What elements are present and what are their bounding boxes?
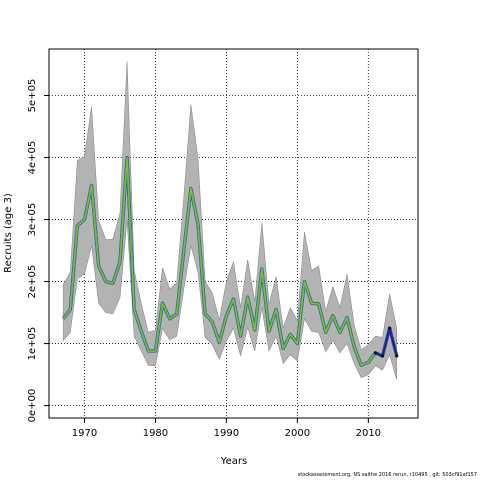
- estimate-line-4: [62, 156, 398, 366]
- terminal-point-0: [373, 351, 378, 355]
- y-tick-label-2: 2e+05: [27, 265, 38, 299]
- series-line-layer: [61, 155, 399, 367]
- y-tick-label-4: 4e+05: [27, 141, 38, 175]
- terminal-point-2: [388, 326, 392, 330]
- footer-credit: stockassessment.org, NS saithe 2016 reru…: [297, 472, 477, 478]
- axis-layer: 1970 1980 1990 2000 2010 0e+00 1e+05 2e+05 3e+05…: [27, 79, 381, 439]
- x-tick-label-3: 2000: [285, 428, 310, 439]
- terminal-estimate-line: [374, 327, 398, 358]
- y-tick-label-5: 5e+05: [27, 79, 38, 113]
- terminal-point-1: [380, 354, 385, 358]
- x-tick-label-0: 1970: [72, 428, 97, 439]
- y-tick-label-0: 0e+00: [27, 389, 38, 423]
- plot-frame: [48, 48, 419, 419]
- y-tick-label-1: 1e+05: [27, 327, 38, 361]
- terminal-point-3: [395, 354, 399, 358]
- confidence-band: [62, 61, 398, 380]
- y-tick-label-3: 3e+05: [27, 203, 38, 237]
- x-tick-label-1: 1980: [143, 428, 168, 439]
- x-axis-label: Years: [220, 456, 247, 467]
- confidence-band-layer: [62, 61, 398, 380]
- x-tick-label-4: 2010: [356, 428, 381, 439]
- y-axis-label: Recruits (age 3): [3, 193, 14, 273]
- x-tick-label-2: 1990: [214, 428, 239, 439]
